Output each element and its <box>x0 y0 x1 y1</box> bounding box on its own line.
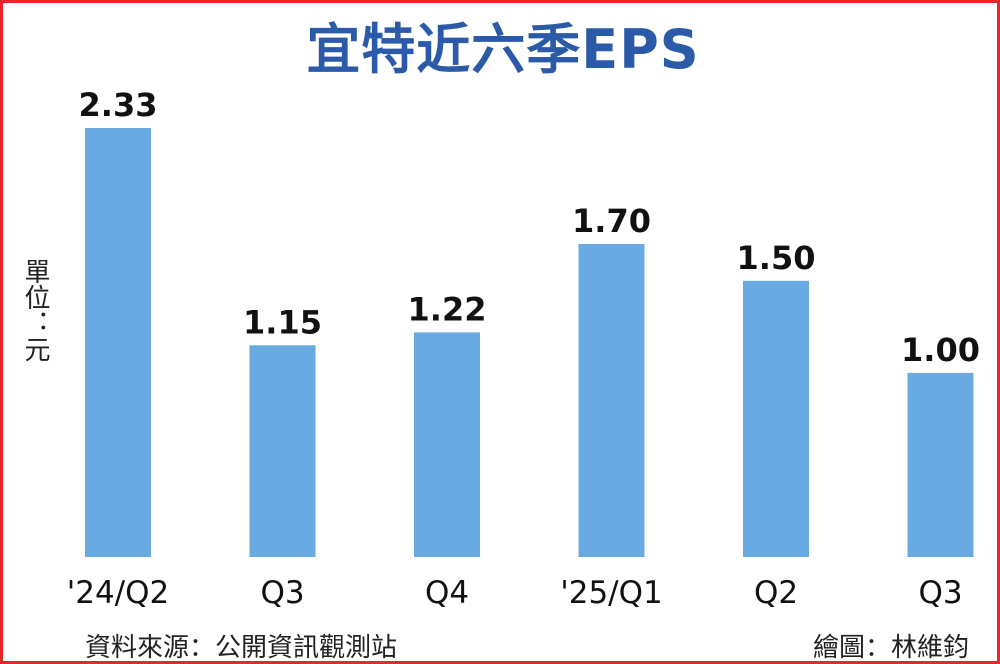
credit-note: 繪圖：林維鈞 <box>812 633 969 663</box>
bar-4 <box>743 280 809 557</box>
value-label-1: 1.15 <box>243 303 322 341</box>
value-label-2: 1.22 <box>408 290 487 328</box>
category-label-2: Q4 <box>425 575 469 611</box>
bar-0 <box>85 128 151 557</box>
unit-label: 單位：元 <box>20 258 50 362</box>
bar-chart: 2.33 '24/Q2 1.15 Q3 1.22 Q4 1.70 '25/Q1 1.50 Q2 1.… <box>67 86 980 611</box>
chart-title: 宜特近六季EPS <box>306 18 700 81</box>
category-label-4: Q2 <box>754 575 798 611</box>
source-note: 資料來源：公開資訊觀測站 <box>85 633 398 663</box>
bar-1 <box>249 345 316 557</box>
bar-5 <box>907 372 974 557</box>
bar-2 <box>414 332 480 557</box>
value-label-4: 1.50 <box>737 239 816 277</box>
bar-3 <box>578 243 645 557</box>
category-label-3: '25/Q1 <box>560 575 663 611</box>
value-label-0: 2.33 <box>79 86 158 124</box>
category-label-0: '24/Q2 <box>67 575 170 611</box>
category-label-5: Q3 <box>918 575 962 611</box>
category-label-1: Q3 <box>260 575 304 611</box>
value-label-3: 1.70 <box>572 202 651 240</box>
value-label-5: 1.00 <box>901 331 980 369</box>
